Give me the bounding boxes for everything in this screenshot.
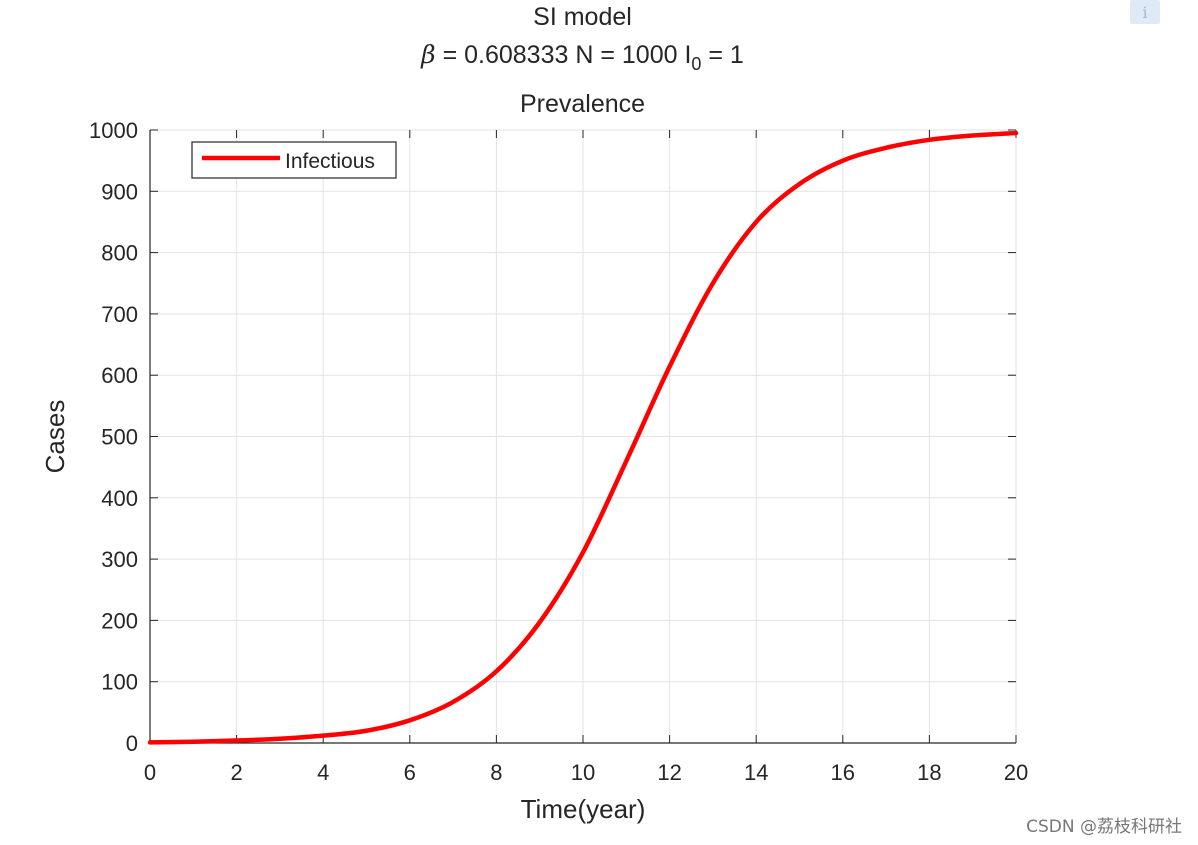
x-tick-label: 16: [831, 760, 855, 785]
chart-subtitle-parameters: β = 0.608333 N = 1000 I0 = 1: [0, 40, 1165, 75]
series-line-infectious: [147, 130, 1019, 745]
y-tick-label: 600: [101, 363, 138, 388]
y-tick-label: 100: [101, 670, 138, 695]
y-axis-label: Cases: [40, 400, 70, 474]
beta-symbol: β: [421, 40, 436, 69]
y-tick-label: 700: [101, 302, 138, 327]
legend-label-infectious: Infectious: [285, 150, 375, 173]
x-tick-label: 8: [490, 760, 502, 785]
x-tick-label: 18: [917, 760, 941, 785]
x-tick-label: 4: [317, 760, 329, 785]
x-tick-label: 20: [1004, 760, 1028, 785]
y-tick-label: 300: [101, 547, 138, 572]
x-tick-label: 14: [744, 760, 768, 785]
x-tick-label: 6: [404, 760, 416, 785]
axes-title: Prevalence: [519, 90, 646, 118]
x-tick-label: 2: [230, 760, 242, 785]
parameters-tail: = 1: [701, 41, 744, 69]
y-tick-label: 0: [126, 731, 138, 756]
y-tick-label: 900: [101, 179, 138, 204]
x-axis-label: Time(year): [521, 794, 646, 824]
info-icon[interactable]: i: [1130, 0, 1160, 24]
y-tick-label: 1000: [89, 118, 138, 143]
x-tick-label: 10: [571, 760, 595, 785]
y-tick-label: 800: [101, 241, 138, 266]
parameters-text: = 0.608333 N = 1000 I: [435, 41, 692, 69]
y-tick-label: 400: [101, 486, 138, 511]
chart-title: SI model: [533, 3, 632, 31]
x-tick-label: 12: [657, 760, 681, 785]
x-tick-label: 0: [144, 760, 156, 785]
y-tick-label: 500: [101, 425, 138, 450]
subscript-zero: 0: [691, 54, 702, 74]
watermark: CSDN @荔枝科研社: [1026, 817, 1182, 837]
y-tick-label: 200: [101, 608, 138, 633]
